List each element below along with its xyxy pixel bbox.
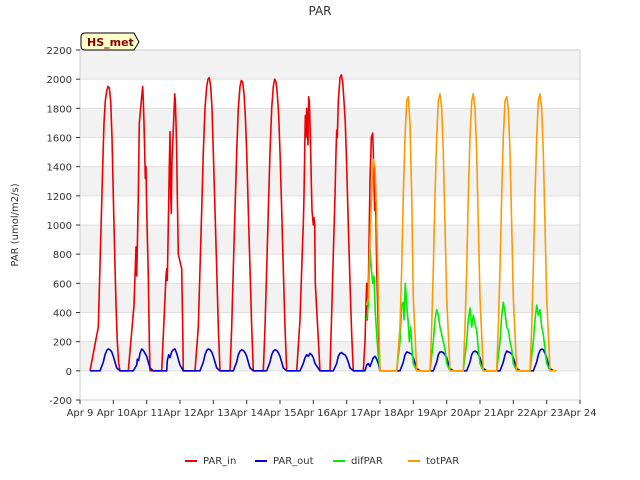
band-5 — [80, 225, 580, 255]
y-tick-label-3: 400 — [53, 309, 72, 320]
x-tick-label-12: Apr 21 — [463, 408, 496, 419]
y-tick-label-2: 200 — [53, 338, 72, 349]
x-tick-label-14: Apr 23 — [530, 408, 563, 419]
y-tick-label-10: 1800 — [47, 104, 72, 115]
annotation-text: HS_met — [87, 36, 134, 49]
series-line-par-in — [89, 74, 381, 372]
y-tick-label-9: 1600 — [47, 134, 72, 145]
chart-title: PAR — [308, 4, 331, 18]
x-tick-label-13: Apr 22 — [497, 408, 530, 419]
x-tick-label-5: Apr 14 — [230, 408, 263, 419]
x-tick-label-10: Apr 19 — [397, 408, 430, 419]
legend-label-totpar: totPAR — [426, 456, 459, 467]
x-tick-label-6: Apr 15 — [263, 408, 296, 419]
x-axis: Apr 9 Apr 10 Apr 11 Apr 12 Apr 13 Apr 14 Apr 1… — [67, 400, 597, 419]
y-tick-label-8: 1400 — [47, 163, 72, 174]
band-7 — [80, 166, 580, 196]
background-bands — [80, 50, 580, 371]
annotation-box — [80, 32, 140, 51]
x-tick-label-0: Apr 9 — [67, 408, 94, 419]
y-tick-label-7: 1200 — [47, 192, 72, 203]
x-tick-label-15: Apr 24 — [563, 408, 596, 419]
y-tick-label-12: 2200 — [47, 46, 72, 57]
x-tick-label-7: Apr 16 — [297, 408, 330, 419]
x-tick-label-1: Apr 10 — [97, 408, 130, 419]
legend: PAR_in PAR_out difPAR totPAR — [185, 456, 459, 467]
x-tick-label-9: Apr 18 — [363, 408, 396, 419]
y-tick-label-4: 600 — [53, 279, 72, 290]
series-lines — [89, 74, 557, 372]
x-tick-label-8: Apr 17 — [330, 408, 363, 419]
hs-met-annotation: HS_met — [80, 32, 140, 51]
legend-label-difpar: difPAR — [351, 456, 383, 467]
x-tick-label-2: Apr 11 — [130, 408, 163, 419]
x-tick-label-4: Apr 13 — [197, 408, 230, 419]
band-9 — [80, 108, 580, 138]
series-line-totpar — [365, 93, 557, 372]
y-tick-label-1: 0 — [66, 367, 72, 378]
band-11 — [80, 50, 580, 80]
y-tick-label-6: 1000 — [47, 221, 72, 232]
y-axis-label: PAR (umol/m2/s) — [10, 183, 21, 266]
legend-label-par-in: PAR_in — [203, 456, 236, 467]
x-tick-label-11: Apr 20 — [430, 408, 463, 419]
x-tick-label-3: Apr 12 — [163, 408, 196, 419]
y-tick-label-11: 2000 — [47, 75, 72, 86]
band-3 — [80, 283, 580, 313]
y-tick-label-5: 800 — [53, 250, 72, 261]
legend-label-par-out: PAR_out — [273, 456, 314, 467]
y-tick-label-0: -200 — [49, 396, 72, 407]
y-axis: -200 0 200 400 600 800 1000 1200 1400 1600 1800 200… — [47, 46, 80, 407]
